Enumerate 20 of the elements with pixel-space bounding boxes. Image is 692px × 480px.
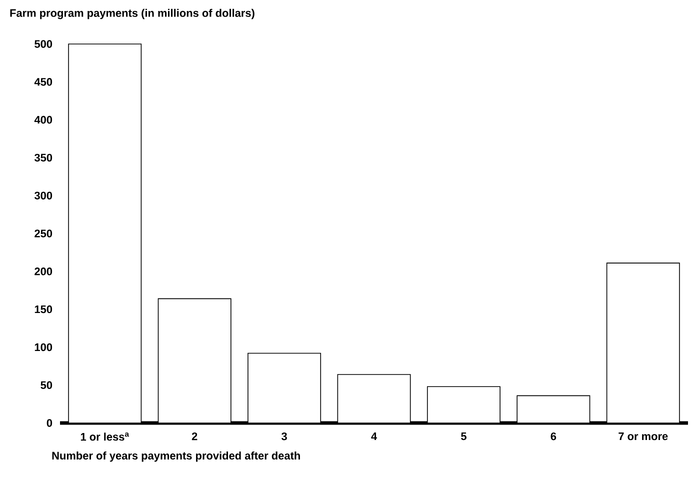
y-tick-label: 350 (34, 154, 52, 162)
x-tick-label: 1 or less$^{a}$ (80, 432, 130, 441)
y-tick-label: 50 (40, 381, 52, 389)
x-tick-label: 5 (461, 432, 466, 440)
y-tick-label: 450 (34, 78, 52, 86)
y-tick-label: 150 (34, 305, 52, 314)
x-tick-label: 2 (192, 432, 198, 440)
y-tick-label: 400 (34, 116, 52, 124)
y-tick-label: 500 (34, 40, 52, 48)
y-tick-label: 250 (34, 230, 52, 238)
x-tick-label: 3 (282, 432, 287, 440)
y-tick-label: 200 (34, 268, 52, 276)
x-tick-label: 6 (550, 432, 556, 440)
y-tick-label: 100 (34, 343, 52, 352)
x-axis-title: Number of years payments provided after death (52, 452, 300, 462)
y-tick-label: 300 (34, 192, 52, 200)
y-tick-label: 0 (46, 419, 52, 427)
x-tick-label: 7 or more (618, 432, 668, 440)
x-tick-label: 4 (371, 432, 377, 440)
y-axis-title: Farm program payments (in millions of dollars) (10, 8, 254, 20)
